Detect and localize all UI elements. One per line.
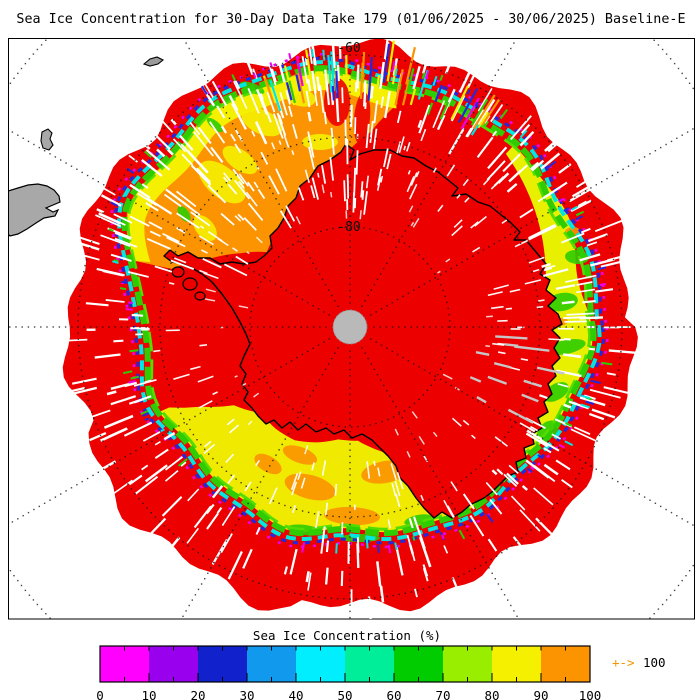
peninsula-island (182, 277, 198, 291)
colorbar-segment (100, 646, 149, 682)
swath-gap-streaks (63, 39, 639, 619)
overflow-arrow: +-> (612, 655, 635, 670)
colorbar-tick-label: 70 (435, 688, 450, 700)
colorbar: Sea Ice Concentration (%) 0 10 20 30 40 50 60 7… (96, 628, 665, 700)
colorbar-border (99, 645, 591, 683)
figure-title: Sea Ice Concentration for 30-Day Data Ta… (16, 12, 685, 27)
colorbar-segment (492, 646, 541, 682)
plot-frame (8, 38, 695, 620)
landmasses (9, 56, 165, 237)
colorbar-tick-label: 60 (386, 688, 401, 700)
falkland-island (40, 128, 54, 151)
south-america-tip (9, 183, 61, 237)
colorbar-tick-labels: 0 10 20 30 40 50 60 70 80 90 100 (96, 688, 601, 700)
colorbar-segment (198, 646, 247, 682)
overflow-value: 100 (643, 655, 666, 670)
colorbar-segment (296, 646, 345, 682)
latitude-label-80: -80 (337, 220, 360, 235)
colorbar-tick-label: 10 (141, 688, 156, 700)
peninsula-island (194, 291, 206, 301)
colorbar-tick-label: 30 (239, 688, 254, 700)
colorbar-segment (443, 646, 492, 682)
colorbar-tick-label: 100 (579, 688, 602, 700)
south-georgia-island (142, 56, 165, 67)
colorbar-segment (541, 646, 590, 682)
ice-edge-fringe-ring (110, 52, 609, 549)
colorbar-tick-label: 0 (96, 688, 104, 700)
colorbar-segment (247, 646, 296, 682)
colorbar-segments (100, 646, 590, 682)
ice-edge-fringe-ring (121, 65, 597, 537)
colorbar-tick-label: 40 (288, 688, 303, 700)
peninsula-island (171, 266, 185, 278)
colorbar-tick-label: 20 (190, 688, 205, 700)
colorbar-segment (149, 646, 198, 682)
latitude-label-60: -60 (337, 41, 360, 56)
colorbar-segment (394, 646, 443, 682)
pole-observation-hole (332, 309, 368, 345)
colorbar-segment (345, 646, 394, 682)
colorbar-tick-label: 80 (484, 688, 499, 700)
colorbar-tick-label: 50 (337, 688, 352, 700)
colorbar-title: Sea Ice Concentration (%) (253, 628, 441, 643)
colorbar-tick-label: 90 (533, 688, 548, 700)
